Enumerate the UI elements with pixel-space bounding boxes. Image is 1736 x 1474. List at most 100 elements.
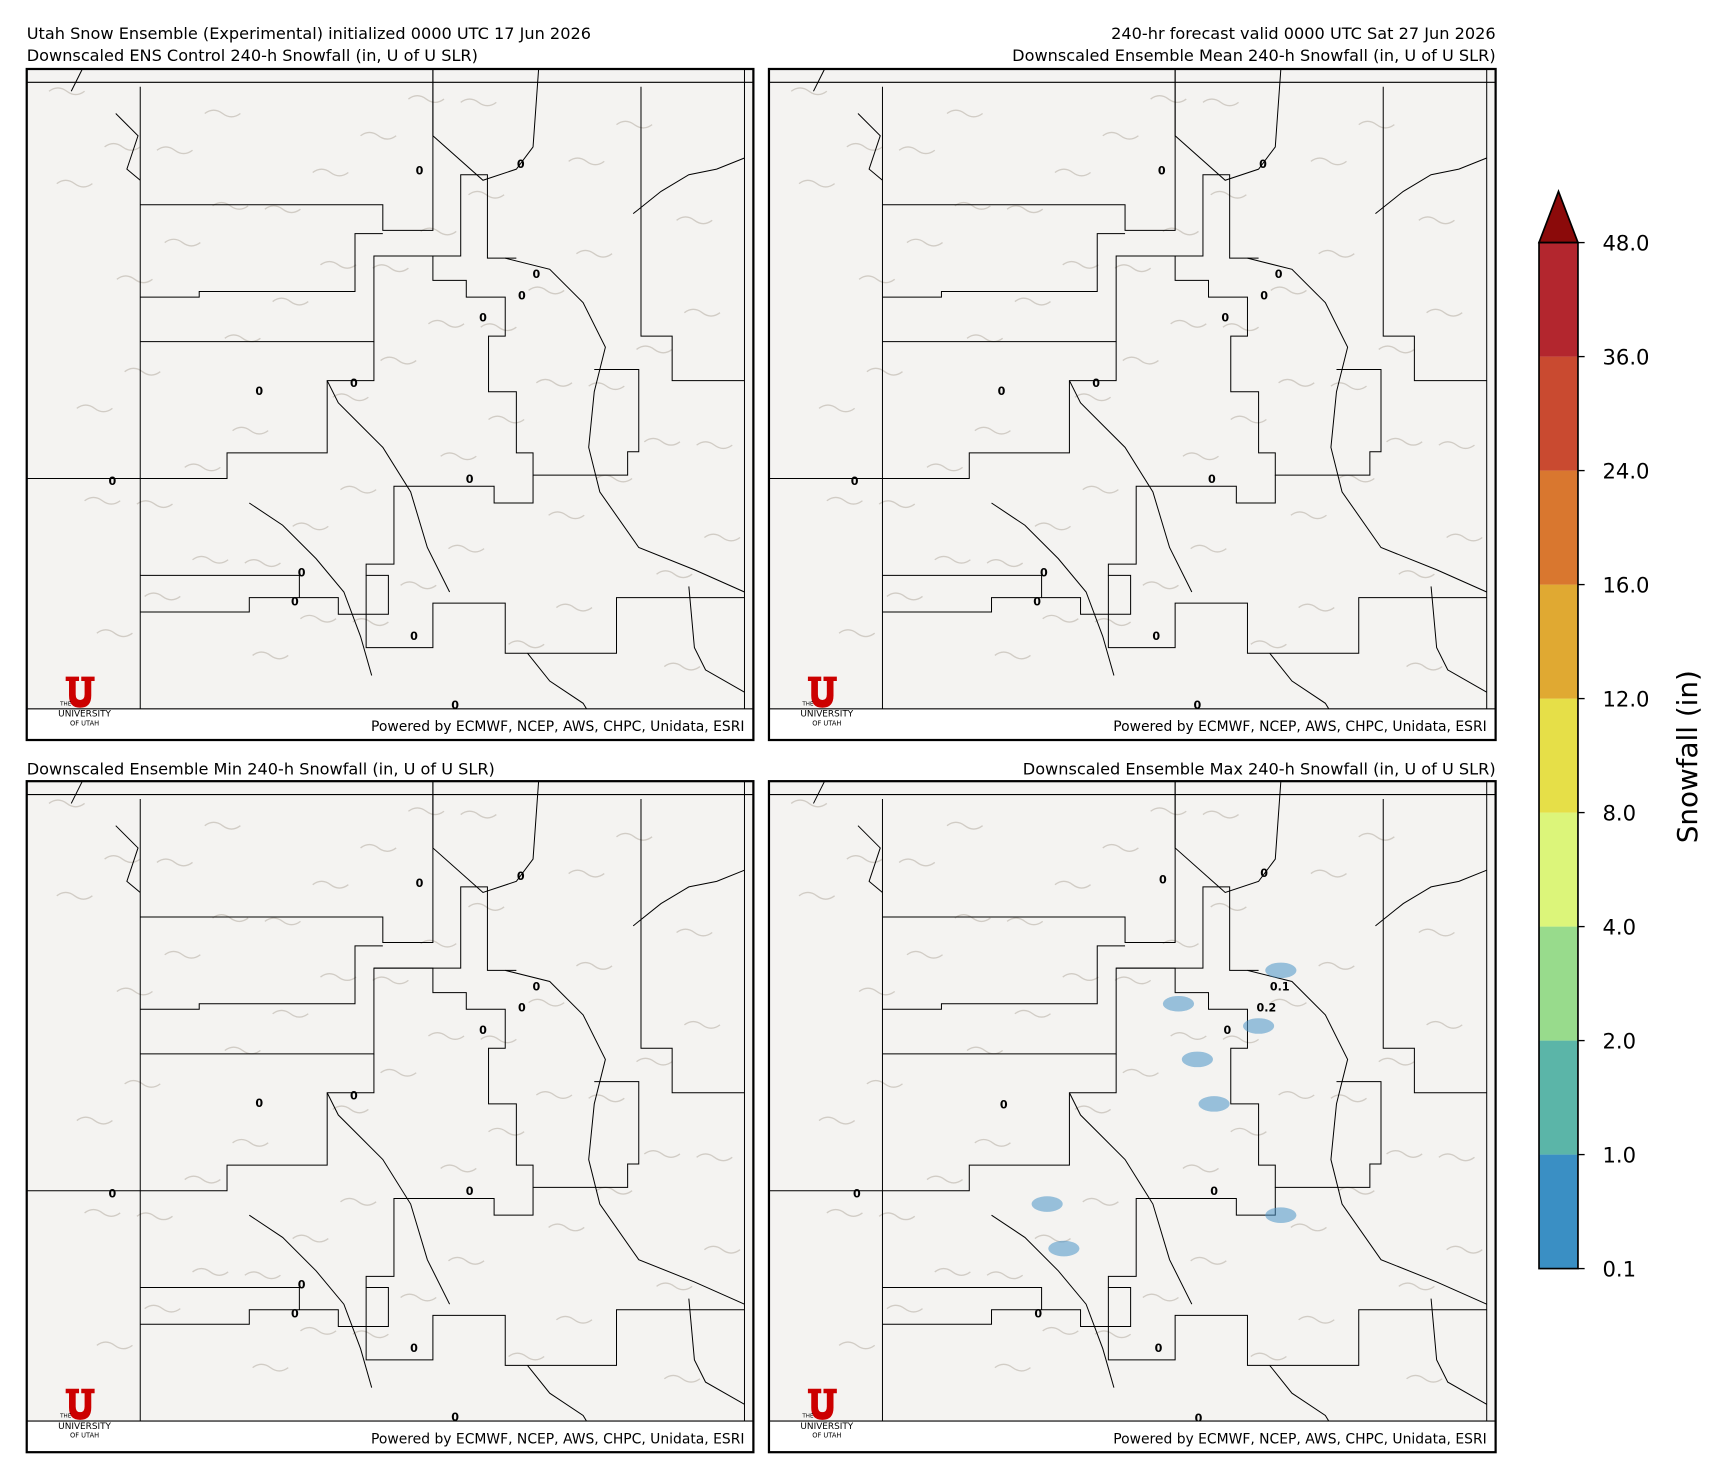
terrain-shading [1062,260,1099,269]
terrain-shading [252,1363,289,1372]
colorbar-segment [1539,470,1578,585]
contour-label: 0 [255,1097,263,1110]
county-border [1247,257,1487,593]
terrain-shading [1426,1020,1463,1029]
terrain-shading [798,179,836,188]
terrain-shading [1102,131,1139,140]
contour-label: 0 [1208,473,1216,486]
terrain-shading [224,1046,261,1055]
terrain-shading [683,308,721,317]
terrain-shading [1074,1105,1111,1114]
terrain-shading [568,869,605,878]
contour-label: 0 [1224,1024,1232,1037]
snow-area [1181,1051,1213,1068]
contour-label: 0 [466,473,474,486]
credit-text: Powered by ECMWF, NCEP, AWS, CHPC, Unida… [371,719,744,735]
terrain-shading [292,1234,329,1243]
terrain-shading [184,463,221,472]
colorbar-extend [1537,189,1580,244]
terrain-shading [212,914,249,923]
terrain-shading [906,238,943,247]
terrain-shading [1438,1153,1475,1162]
terrain-shading [568,157,605,166]
county-border [432,68,540,181]
terrain-shading [48,799,85,808]
contour-label: 0 [1152,630,1160,643]
contour-label: 0 [533,268,541,281]
terrain-shading [826,1208,863,1217]
snow-area [1048,1240,1080,1257]
county-border [140,1309,300,1325]
terrain-shading [232,1138,269,1147]
terrain-shading [1426,308,1463,317]
terrain-shading [588,1094,625,1103]
terrain-shading [192,555,229,564]
county-border [373,967,640,1188]
terrain-shading [616,120,653,129]
terrain-shading [596,474,633,483]
utah-logo-u [65,1388,95,1420]
terrain-shading [696,1153,733,1162]
panel-title: Downscaled Ensemble Max 240-h Snowfall (… [1023,760,1496,779]
colorbar-tick-label: 4.0 [1602,914,1636,939]
terrain-shading [966,1046,1004,1055]
county-border [1107,1287,1487,1366]
terrain-shading [440,452,477,461]
logo-text: THE [801,1414,814,1420]
terrain-shading [986,559,1024,568]
terrain-shading [244,1271,281,1280]
terrain-shading [1182,452,1219,461]
snow-area [1265,962,1297,979]
terrain-shading [1386,437,1423,446]
header-right: 240-hr forecast valid 0000 UTC Sat 27 Ju… [1111,24,1495,43]
panel-frame [25,67,755,742]
county-border [882,781,1176,944]
terrain-shading [1062,973,1099,982]
contour-label: 0 [291,1308,299,1321]
terrain-shading [826,496,863,505]
terrain-shading [683,1020,721,1029]
contour-label: 0 [451,1411,459,1424]
terrain-shading [84,496,121,505]
terrain-shading [460,810,497,819]
terrain-shading [1378,1057,1415,1066]
terrain-shading [224,334,261,343]
terrain-shading [96,629,133,638]
terrain-shading [156,146,193,155]
county-border [1382,798,1487,1094]
credit-bar [768,1420,1497,1453]
terrain-shading [1406,662,1443,671]
terrain-shading [1102,843,1139,852]
terrain-shading [926,463,963,472]
terrain-shading [1298,603,1335,612]
colorbar-segment [1539,584,1578,699]
contour-label: 0 [1034,1308,1042,1321]
terrain-shading [596,1186,633,1195]
terrain-shading [1054,168,1091,177]
terrain-shading [448,1256,485,1265]
terrain-shading [676,216,713,225]
credit-text: Powered by ECMWF, NCEP, AWS, CHPC, Unida… [371,1431,744,1447]
terrain-shading [96,1341,133,1350]
terrain-shading [360,843,397,852]
county-border [1068,380,1193,593]
terrain-shading [798,891,836,900]
county-border [115,825,141,893]
contour-label: 0 [851,475,859,488]
terrain-shading [1210,902,1247,911]
terrain-shading [352,1330,389,1339]
contour-label: 0 [998,385,1006,398]
county-border [813,780,826,804]
terrain-shading [838,1341,876,1350]
terrain-shading [1330,1094,1367,1103]
terrain-shading [104,142,141,151]
colorbar-tick-label: 12.0 [1602,686,1649,711]
colorbar-segment [1539,1040,1578,1155]
terrain-shading [428,319,465,328]
colorbar-tick-label: 2.0 [1602,1028,1636,1053]
colorbar-segment [1539,242,1578,357]
terrain-shading [400,1293,437,1302]
terrain-shading [858,275,896,284]
county-border [140,174,517,343]
terrain-shading [264,205,301,214]
